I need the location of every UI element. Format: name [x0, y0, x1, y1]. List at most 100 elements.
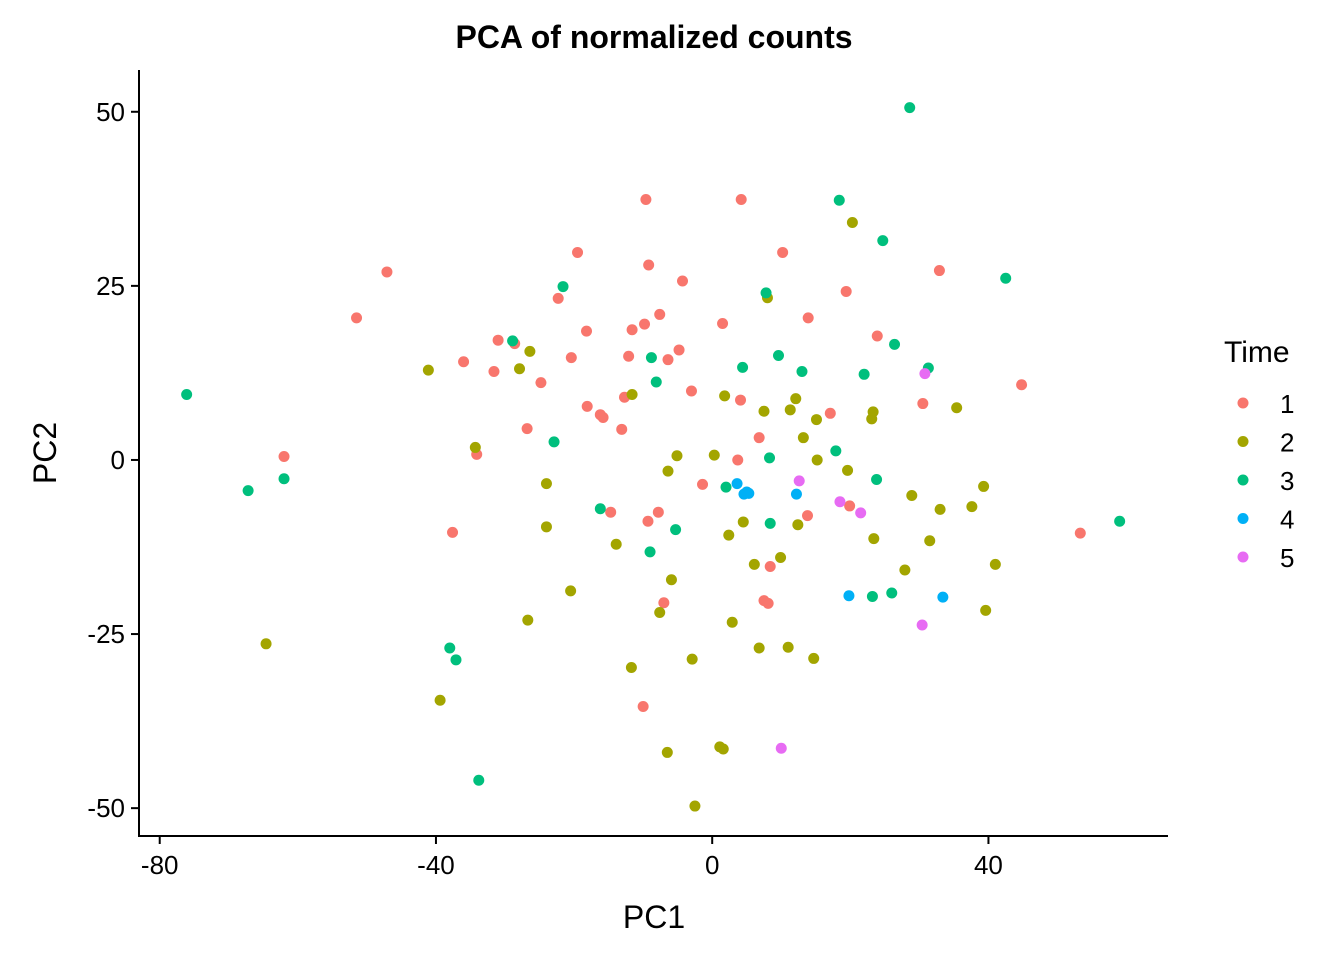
- data-point-time-3: [1000, 272, 1012, 284]
- data-point-time-2: [540, 478, 552, 490]
- data-point-time-1: [597, 411, 609, 423]
- legend-label-1: 1: [1280, 389, 1294, 419]
- data-point-time-5: [793, 475, 805, 487]
- data-point-time-1: [652, 506, 664, 518]
- data-point-time-2: [717, 743, 729, 755]
- data-point-time-2: [899, 564, 911, 576]
- data-point-time-1: [917, 398, 929, 410]
- data-point-time-2: [934, 503, 946, 515]
- legend-label-3: 3: [1280, 466, 1294, 496]
- data-point-time-1: [735, 394, 747, 406]
- y-tick-label: -50: [87, 793, 125, 823]
- data-point-time-3: [877, 235, 889, 247]
- data-point-time-1: [764, 561, 776, 573]
- axes: [138, 70, 1168, 837]
- data-point-time-1: [717, 317, 729, 329]
- data-point-time-4: [790, 488, 802, 500]
- data-point-time-1: [521, 423, 533, 435]
- data-point-time-1: [735, 194, 747, 206]
- data-point-time-1: [278, 450, 290, 462]
- data-point-time-1: [616, 423, 628, 435]
- legend-title: Time: [1224, 336, 1290, 369]
- x-tick-label: 0: [705, 850, 719, 880]
- data-point-time-3: [760, 287, 772, 299]
- data-point-time-2: [784, 404, 796, 416]
- data-point-time-2: [808, 652, 820, 664]
- data-point-time-2: [524, 345, 536, 357]
- data-point-time-3: [650, 376, 662, 388]
- y-tick-label: 25: [96, 271, 125, 301]
- data-point-time-1: [654, 308, 666, 320]
- data-point-time-1: [581, 400, 593, 412]
- data-point-time-1: [488, 366, 500, 378]
- data-point-time-1: [685, 385, 697, 397]
- chart-title: PCA of normalized counts: [455, 19, 852, 55]
- legend-items: 1 2 3 4 5: [1237, 389, 1294, 573]
- legend-key-1: [1237, 397, 1249, 409]
- data-point-time-2: [966, 501, 978, 513]
- data-point-time-3: [871, 473, 883, 485]
- data-point-time-1: [658, 597, 670, 609]
- data-point-time-1: [762, 597, 774, 609]
- data-point-time-2: [782, 641, 794, 653]
- data-point-time-2: [775, 551, 787, 563]
- data-point-time-4: [937, 591, 949, 603]
- data-point-time-2: [565, 585, 577, 597]
- data-point-time-1: [802, 312, 814, 324]
- data-point-time-2: [671, 450, 683, 462]
- data-point-time-2: [906, 489, 918, 501]
- data-point-time-1: [626, 324, 638, 336]
- data-point-time-3: [548, 436, 560, 448]
- data-point-time-3: [737, 361, 749, 373]
- data-point-time-1: [824, 407, 836, 419]
- data-point-time-1: [381, 266, 393, 278]
- data-point-time-4: [731, 478, 743, 490]
- data-point-time-1: [844, 500, 856, 512]
- data-point-time-2: [719, 390, 731, 402]
- data-point-time-1: [871, 330, 883, 342]
- data-point-time-2: [980, 604, 992, 616]
- data-point-time-2: [951, 402, 963, 414]
- data-point-time-3: [444, 642, 456, 654]
- x-tick-label: -40: [417, 850, 455, 880]
- data-point-time-3: [764, 452, 776, 464]
- data-point-time-2: [260, 638, 272, 650]
- data-point-time-2: [665, 574, 677, 586]
- data-point-time-3: [450, 654, 462, 666]
- data-point-time-3: [473, 774, 485, 786]
- data-point-time-1: [447, 526, 459, 538]
- data-point-time-1: [640, 194, 652, 206]
- data-point-time-2: [686, 653, 698, 665]
- y-tick-label: 50: [96, 97, 125, 127]
- data-point-time-5: [855, 507, 867, 519]
- legend-label-4: 4: [1280, 505, 1294, 535]
- data-point-time-2: [723, 529, 735, 541]
- data-point-time-2: [868, 533, 880, 545]
- data-point-time-2: [689, 800, 701, 812]
- data-point-time-1: [673, 344, 685, 356]
- data-point-time-1: [581, 325, 593, 337]
- data-point-time-2: [978, 480, 990, 492]
- legend-key-5: [1237, 551, 1249, 563]
- data-point-time-2: [846, 217, 858, 229]
- data-point-time-3: [557, 281, 569, 293]
- x-tick-label: 40: [974, 850, 1003, 880]
- data-point-time-1: [637, 700, 649, 712]
- data-point-time-3: [858, 368, 870, 380]
- data-point-time-3: [594, 503, 606, 515]
- data-point-time-3: [764, 517, 776, 529]
- data-point-time-1: [639, 318, 651, 330]
- data-point-time-1: [697, 478, 709, 490]
- data-point-time-2: [726, 616, 738, 628]
- data-point-time-3: [833, 194, 845, 206]
- x-ticks: -80 -40 0 40: [141, 836, 1003, 880]
- data-point-time-4: [843, 590, 855, 602]
- data-point-time-1: [642, 515, 654, 527]
- data-point-time-1: [623, 350, 635, 362]
- data-point-time-1: [535, 377, 547, 389]
- data-point-time-5: [834, 496, 846, 508]
- data-point-time-2: [810, 414, 822, 426]
- data-point-time-5: [919, 368, 931, 380]
- data-point-time-3: [1114, 515, 1126, 527]
